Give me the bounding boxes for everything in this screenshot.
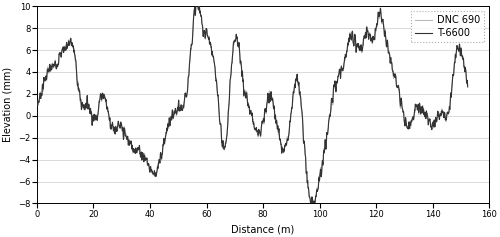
- DNC 690: [465, 84, 471, 87]
- T-6600: [465, 86, 471, 88]
- T-6600: [218, 125, 224, 128]
- Line: DNC 690: DNC 690: [37, 0, 468, 209]
- T-6600: [194, 0, 200, 3]
- DNC 690: [200, 24, 205, 27]
- Line: T-6600: T-6600: [37, 2, 468, 208]
- Y-axis label: Elevation (mm): Elevation (mm): [3, 67, 13, 142]
- DNC 690: [194, 0, 200, 2]
- T-6600: [410, 117, 416, 120]
- T-6600: [310, 206, 316, 209]
- DNC 690: [83, 106, 89, 109]
- DNC 690: [108, 125, 114, 128]
- Legend: DNC 690, T-6600: DNC 690, T-6600: [411, 11, 484, 42]
- X-axis label: Distance (m): Distance (m): [232, 224, 294, 234]
- DNC 690: [308, 207, 314, 210]
- DNC 690: [218, 126, 224, 129]
- T-6600: [200, 24, 205, 27]
- T-6600: [83, 106, 89, 109]
- DNC 690: [456, 43, 462, 46]
- DNC 690: [34, 98, 40, 101]
- T-6600: [108, 125, 114, 128]
- T-6600: [456, 44, 462, 46]
- T-6600: [34, 99, 40, 102]
- DNC 690: [410, 117, 416, 120]
